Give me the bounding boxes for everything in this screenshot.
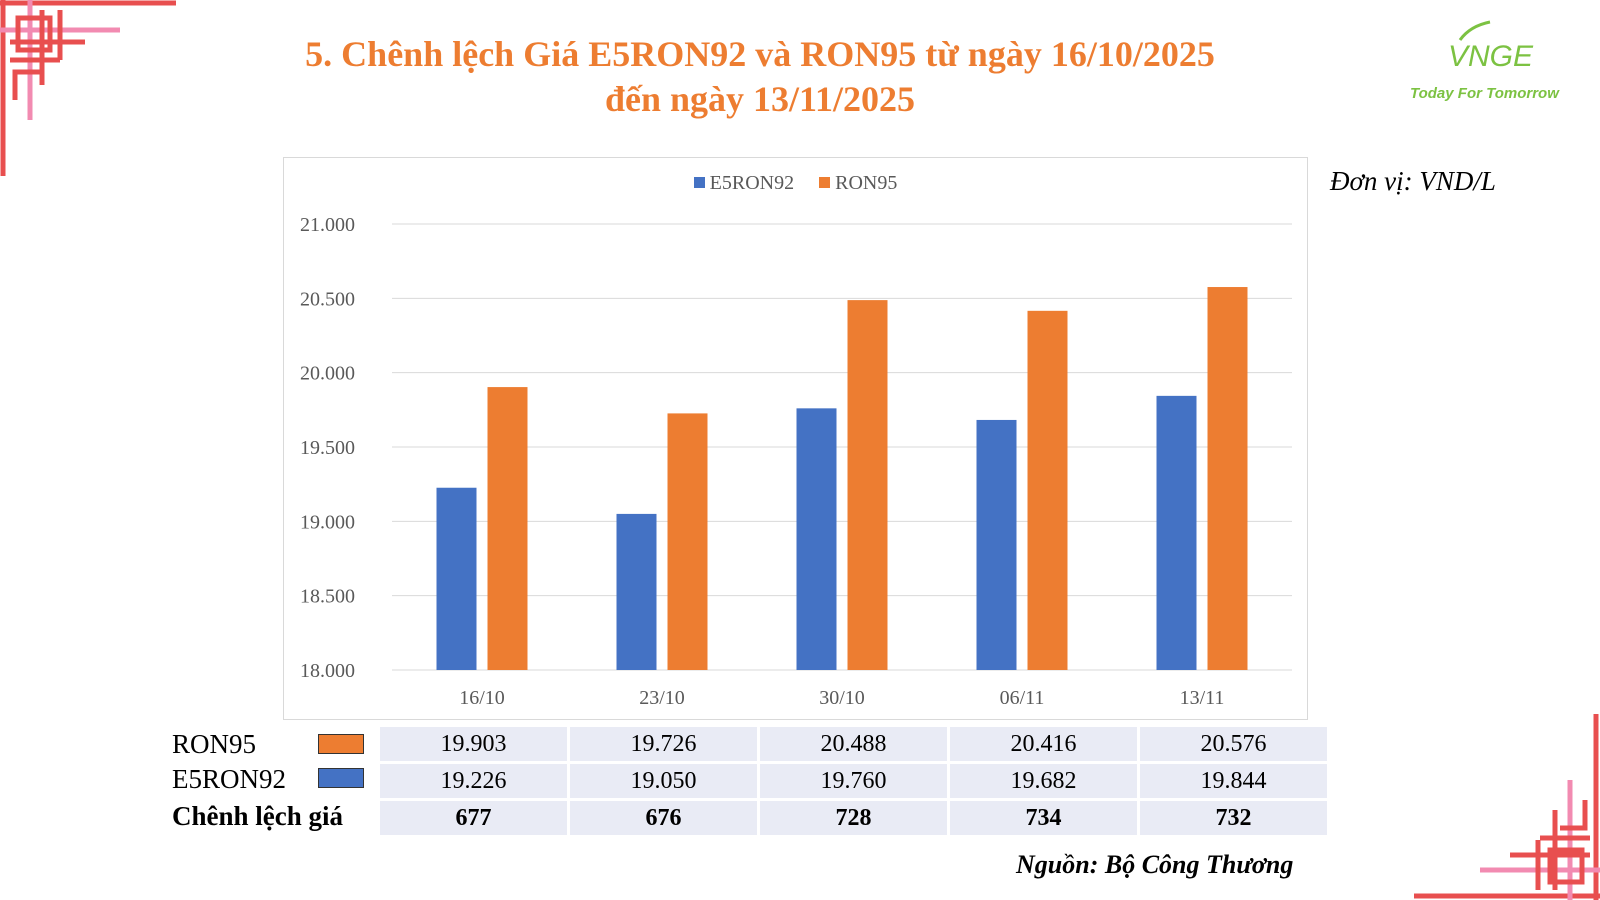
y-tick-label: 18.500: [300, 586, 355, 608]
y-tick-label: 20.000: [300, 363, 355, 385]
x-tick-label: 16/10: [459, 687, 505, 709]
legend-swatch-e5ron92: [693, 176, 705, 188]
bar-e5ron92-16-10: [436, 487, 477, 670]
table-row-e5ron92: E5RON92 19.226 19.050 19.760 19.682 19.8…: [172, 761, 1327, 798]
table-row-ron95: RON95 19.903 19.726 20.488 20.416 20.576: [172, 727, 1327, 761]
legend-swatch-ron95: [819, 176, 831, 188]
table-cell: 20.576: [1137, 727, 1327, 761]
bar-ron95-13-11: [1207, 287, 1248, 670]
y-tick-label: 19.000: [300, 511, 355, 533]
table-cell: 19.226: [377, 761, 567, 798]
bar-chart: E5RON92 RON95 18.000 18.500 19.000 19.500 20…: [283, 157, 1308, 720]
legend-label-e5ron92: E5RON92: [709, 172, 795, 194]
logo-brand: VNGE: [1448, 40, 1534, 73]
table-cell: 19.726: [567, 727, 757, 761]
logo-tagline: Today For Tomorrow: [1410, 85, 1560, 102]
table-cell: 19.760: [757, 761, 947, 798]
chart-legend: E5RON92 RON95: [284, 172, 1307, 195]
table-cell: 732: [1137, 798, 1327, 835]
table-row-price-difference: Chênh lệch giá 677 676 728 734 732: [172, 798, 1327, 835]
y-tick-label: 20.500: [300, 288, 355, 310]
row-swatch-e5ron92: [318, 768, 364, 788]
table-cell: 677: [377, 798, 567, 835]
bar-ron95-23-10: [667, 413, 708, 670]
vnge-logo: VNGE Today For Tomorrow: [1410, 20, 1560, 102]
table-cell: 20.416: [947, 727, 1137, 761]
y-tick-label: 21.000: [300, 214, 355, 236]
table-cell: 19.844: [1137, 761, 1327, 798]
legend-label-ron95: RON95: [835, 172, 898, 194]
data-table: RON95 19.903 19.726 20.488 20.416 20.576…: [172, 727, 1327, 835]
chart-plot: 18.000 18.500 19.000 19.500 20.000 20.500 21.0…: [300, 214, 1292, 709]
source-note: Nguồn: Bộ Công Thương: [1016, 850, 1294, 879]
y-tick-label: 19.500: [300, 437, 355, 459]
table-cell: 19.903: [377, 727, 567, 761]
bar-e5ron92-06-11: [976, 419, 1017, 670]
x-tick-label: 30/10: [819, 687, 865, 709]
page-title: 5. Chênh lệch Giá E5RON92 và RON95 từ ng…: [230, 32, 1290, 122]
bar-e5ron92-13-11: [1156, 395, 1197, 670]
page-title-line-1: 5. Chênh lệch Giá E5RON92 và RON95 từ ng…: [305, 34, 1215, 74]
table-cell: 19.050: [567, 761, 757, 798]
row-swatch-ron95: [318, 734, 364, 754]
bar-e5ron92-30-10: [796, 408, 837, 670]
row-label: Chênh lệch giá: [172, 798, 377, 835]
page-title-line-2: đến ngày 13/11/2025: [604, 79, 916, 119]
bar-ron95-16-10: [487, 387, 528, 670]
bar-ron95-06-11: [1027, 310, 1068, 670]
legend-item-ron95: RON95: [819, 172, 897, 195]
x-tick-label: 06/11: [1000, 687, 1045, 709]
row-label: E5RON92: [172, 761, 377, 798]
corner-ornament-bottom-right: [1414, 714, 1600, 900]
legend-item-e5ron92: E5RON92: [693, 172, 795, 195]
unit-label: Đơn vị: VND/L: [1330, 166, 1496, 196]
bar-ron95-30-10: [847, 300, 888, 670]
corner-ornament-top-left: [0, 0, 176, 176]
x-tick-label: 13/11: [1180, 687, 1225, 709]
table-cell: 676: [567, 798, 757, 835]
y-tick-label: 18.000: [300, 660, 355, 682]
bar-e5ron92-23-10: [616, 513, 657, 670]
table-cell: 20.488: [757, 727, 947, 761]
table-cell: 19.682: [947, 761, 1137, 798]
table-cell: 734: [947, 798, 1137, 835]
x-tick-label: 23/10: [639, 687, 685, 709]
table-cell: 728: [757, 798, 947, 835]
row-label: RON95: [172, 727, 377, 761]
